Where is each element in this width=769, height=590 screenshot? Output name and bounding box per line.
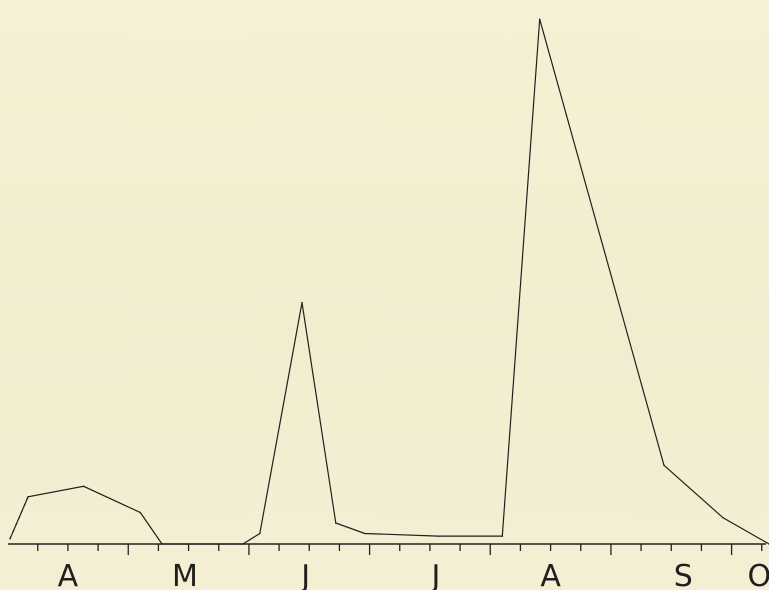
x-axis	[8, 543, 766, 555]
series-point	[242, 543, 244, 545]
series-point	[139, 511, 142, 514]
series	[9, 18, 769, 545]
x-tick-label: M	[172, 559, 198, 590]
series-point	[538, 18, 541, 21]
series-point	[82, 485, 85, 488]
x-tick-label: J	[430, 559, 441, 590]
series-point	[663, 464, 665, 467]
x-tick-label: J	[299, 559, 310, 590]
series-point	[501, 535, 504, 537]
series-point	[301, 301, 303, 304]
series-point	[437, 535, 440, 537]
x-tick-label: S	[674, 559, 693, 590]
series-point	[722, 516, 724, 519]
series-point	[335, 522, 337, 524]
series-line	[9, 19, 769, 545]
series-point	[258, 532, 261, 535]
x-tick-label: O	[748, 559, 769, 590]
series-point	[363, 532, 366, 535]
series-point	[9, 537, 11, 540]
x-tick-label: A	[540, 559, 561, 590]
series-point	[27, 495, 29, 498]
series-point	[161, 543, 163, 545]
x-tick-label: A	[58, 559, 79, 590]
